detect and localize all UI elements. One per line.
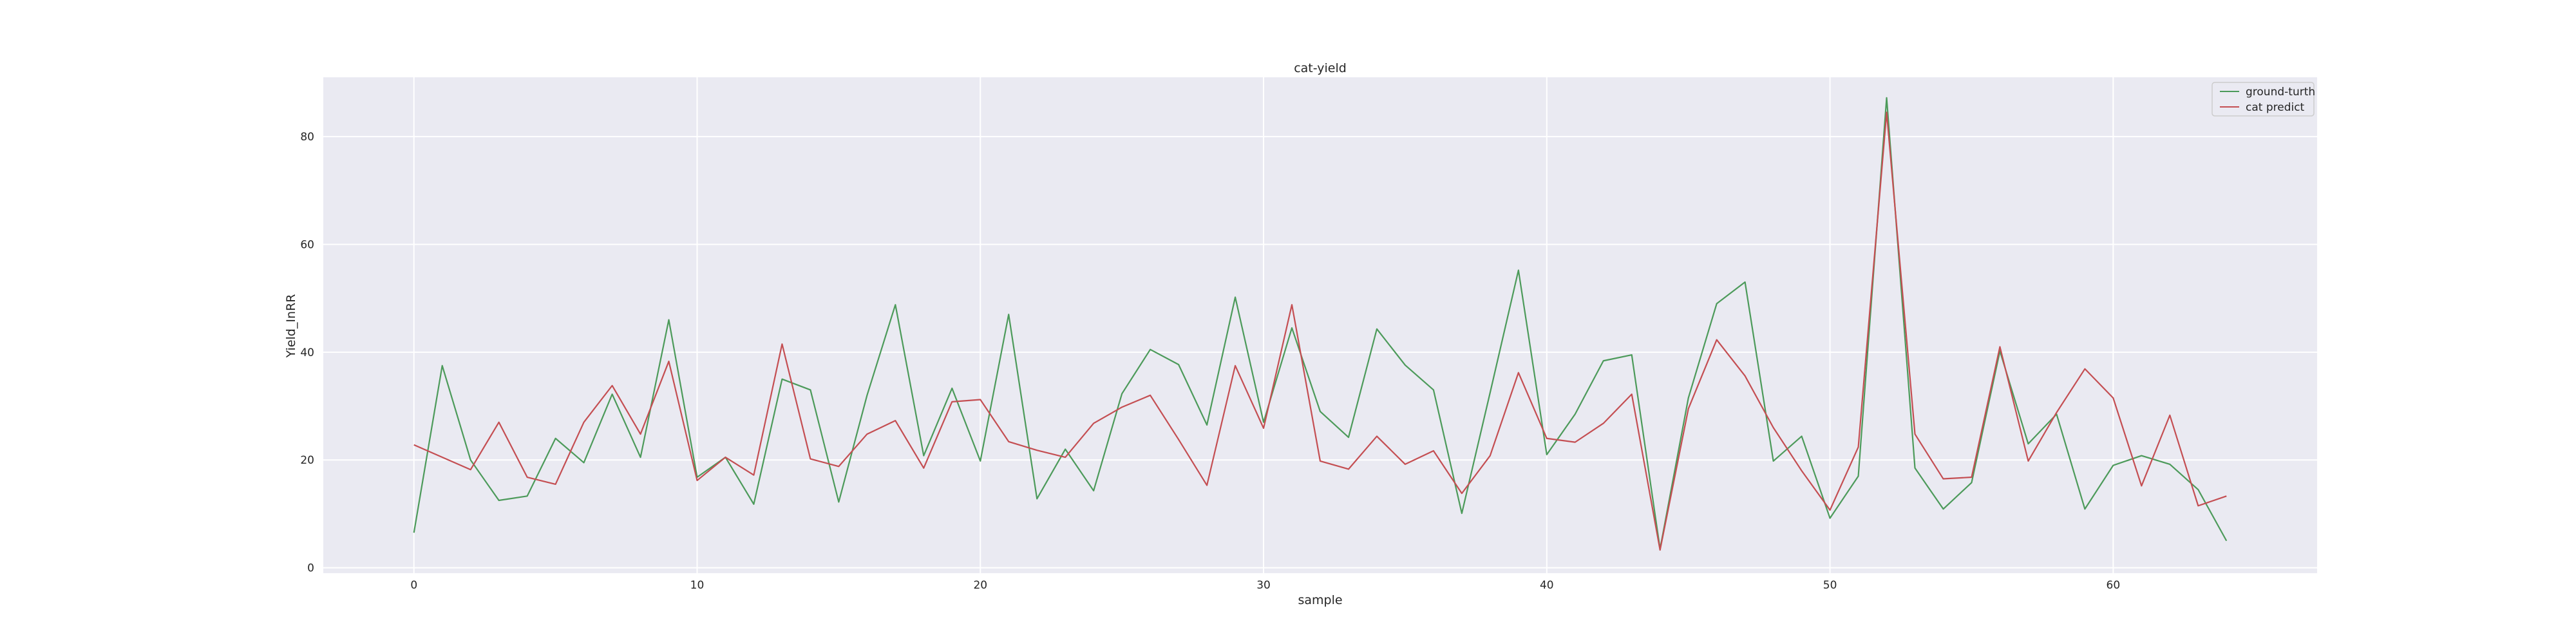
y-tick-label: 60 xyxy=(300,238,314,251)
legend-label-ground-truth: ground-turth xyxy=(2246,86,2315,99)
x-tick-label: 50 xyxy=(1823,579,1837,592)
series-layer xyxy=(413,97,2228,551)
series-line-ground-turth xyxy=(413,97,2228,550)
grid xyxy=(323,77,2317,573)
series-line-cat-predict xyxy=(413,111,2227,551)
legend-label-cat-predict: cat predict xyxy=(2246,101,2305,114)
y-tick-label: 0 xyxy=(307,562,314,575)
x-tick-label: 10 xyxy=(690,579,705,592)
x-tick-label: 20 xyxy=(973,579,987,592)
x-tick-label: 30 xyxy=(1256,579,1271,592)
chart-title: cat-yield xyxy=(1294,61,1347,75)
y-axis-label: Yield_InRR xyxy=(284,294,298,359)
legend: ground-turth cat predict xyxy=(2211,82,2315,117)
y-tick-label: 20 xyxy=(300,454,314,467)
plot-area xyxy=(323,77,2317,573)
y-tick-label: 80 xyxy=(300,131,314,144)
tick-labels: 0 10 20 30 40 50 60 0 20 40 60 80 xyxy=(300,131,2120,592)
x-tick-label: 60 xyxy=(2107,579,2121,592)
y-tick-label: 40 xyxy=(300,346,314,359)
x-tick-label: 40 xyxy=(1540,579,1554,592)
x-axis-label: sample xyxy=(1298,593,1342,607)
x-tick-label: 0 xyxy=(410,579,417,592)
